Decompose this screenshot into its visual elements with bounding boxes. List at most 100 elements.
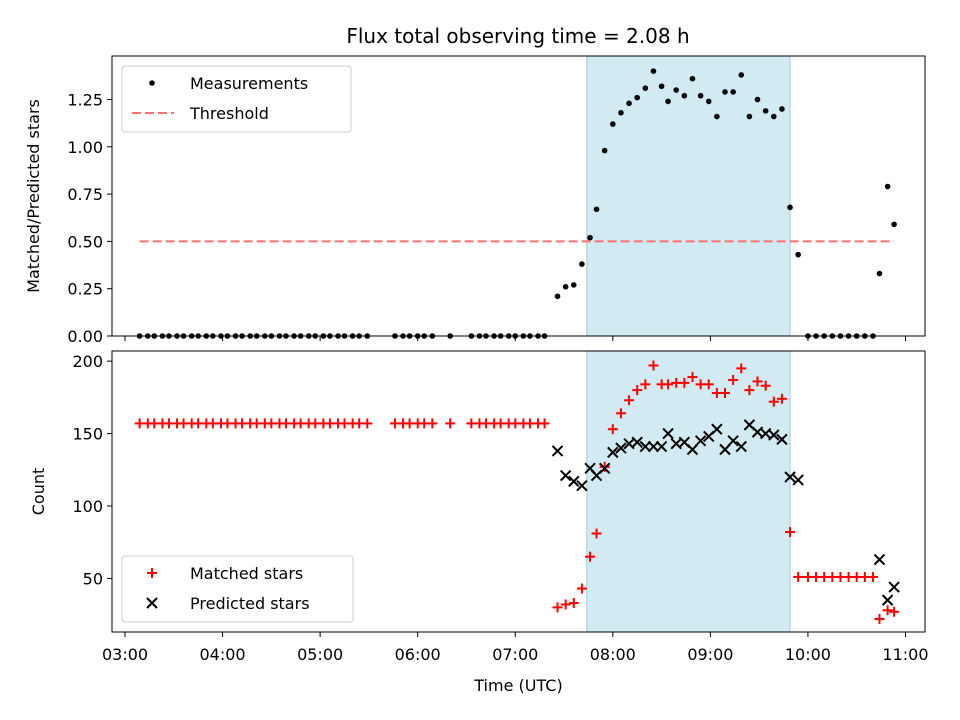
x-tick-label: 03:00 [102, 645, 148, 664]
predicted-star-point [727, 435, 739, 447]
matched-star-point [744, 385, 755, 396]
measurement-point [579, 261, 585, 267]
matched-stars-points [134, 360, 900, 624]
measurement-point [658, 83, 665, 90]
measurement-point [665, 98, 671, 105]
matched-star-point [720, 388, 731, 399]
matched-star-point [768, 396, 779, 407]
predicted-star-point [559, 469, 572, 482]
measurement-point [722, 89, 728, 95]
top-legend-box [121, 65, 352, 133]
predicted-star-point [568, 475, 580, 488]
matched-star-point [640, 379, 651, 390]
matched-star-point [760, 380, 771, 391]
matched-star-point [599, 461, 610, 472]
measurement-point [876, 270, 883, 277]
chart-title: Flux total observing time = 2.08 h [346, 24, 689, 48]
predicted-star-point [655, 440, 668, 453]
matched-star-point [889, 606, 900, 617]
bottom-legend: Matched stars Predicted stars [121, 555, 354, 623]
matched-star-point [624, 395, 635, 406]
predicted-stars-points [551, 419, 900, 606]
predicted-star-point [647, 440, 660, 453]
measurement-point [587, 234, 593, 241]
predicted-star-point [598, 462, 611, 475]
matched-star-point [576, 583, 587, 594]
measurement-point [601, 147, 608, 154]
measurement-point [730, 89, 736, 95]
matched-star-point [793, 571, 804, 582]
top-y-tick-label: 0.50 [67, 232, 103, 251]
bottom-y-ticks: 50 100 150 200 [72, 352, 112, 588]
matched-star-point [874, 613, 885, 624]
top-axes-frame [111, 55, 926, 337]
matched-star-point [607, 424, 618, 435]
measurement-point [884, 183, 891, 190]
matched-star-point [648, 360, 659, 371]
measurement-point [714, 113, 720, 120]
predicted-star-point [776, 433, 788, 446]
matched-star-point [539, 418, 550, 429]
measurement-point [618, 109, 624, 116]
top-y-ticks: 0.00 0.25 0.50 0.75 1.00 1.25 [67, 91, 112, 346]
matched-star-point [568, 598, 579, 609]
matched-star-point [445, 418, 456, 429]
matched-star-point [591, 528, 602, 539]
predicted-star-point [735, 440, 747, 453]
measurement-point [570, 282, 577, 288]
legend-matched-label: Matched stars [190, 564, 303, 583]
x-tick-label: 07:00 [492, 645, 538, 664]
predicted-star-point [881, 594, 894, 606]
measurement-point [681, 92, 688, 99]
predicted-star-point [686, 443, 699, 456]
bottom-observing-window-shade [586, 350, 791, 633]
measurement-point [673, 87, 680, 93]
predicted-star-point [792, 474, 804, 486]
x-tick-label: 06:00 [395, 645, 441, 664]
bottom-y-tick-label: 200 [72, 352, 103, 371]
measurement-point [746, 113, 753, 120]
measurement-point [689, 75, 696, 82]
predicted-star-point [551, 445, 564, 457]
measurement-point [787, 204, 793, 211]
x-tick-label: 04:00 [200, 645, 246, 664]
x-tick-label: 09:00 [687, 645, 733, 664]
predicted-star-point [631, 436, 643, 448]
top-y-tick-label: 0.75 [67, 185, 103, 204]
predicted-star-point [768, 429, 780, 441]
x-axis-label: Time (UTC) [473, 676, 562, 695]
matched-star-point [632, 385, 643, 396]
predicted-star-point [639, 440, 652, 453]
matched-star-point [427, 418, 438, 429]
measurement-point [754, 96, 761, 103]
legend-predicted-label: Predicted stars [190, 594, 310, 613]
bottom-y-tick-label: 100 [72, 497, 103, 516]
measurement-point [626, 100, 632, 107]
bottom-y-tick-label: 50 [83, 569, 103, 588]
measurement-point [642, 85, 649, 91]
matched-star-point [585, 551, 596, 562]
x-tick-label: 11:00 [882, 645, 928, 664]
matched-star-point [687, 372, 698, 383]
matched-star-point [615, 408, 626, 419]
measurement-point [634, 94, 640, 101]
legend-threshold-label: Threshold [189, 104, 269, 123]
matched-star-point [785, 527, 796, 538]
top-legend: Measurements Threshold [121, 65, 352, 133]
x-tick-label: 08:00 [590, 645, 636, 664]
predicted-star-point [784, 471, 796, 483]
legend-measurements-marker [149, 80, 155, 86]
bottom-panel: 50 100 150 200 03:00 04:00 05:00 06:00 07:00 08:… [29, 350, 929, 695]
predicted-star-point [873, 553, 886, 566]
predicted-star-point [888, 581, 900, 593]
measurement-point [770, 113, 777, 120]
matched-star-point [867, 571, 878, 582]
top-y-tick-label: 1.00 [67, 138, 103, 157]
predicted-star-point [615, 442, 627, 454]
matched-star-point [362, 418, 373, 429]
bottom-x-ticks: 03:00 04:00 05:00 06:00 07:00 08:00 09:00 10:00… [102, 632, 929, 664]
x-tick-label: 10:00 [785, 645, 831, 664]
bottom-legend-box [121, 555, 354, 623]
bottom-y-tick-label: 150 [72, 425, 103, 444]
